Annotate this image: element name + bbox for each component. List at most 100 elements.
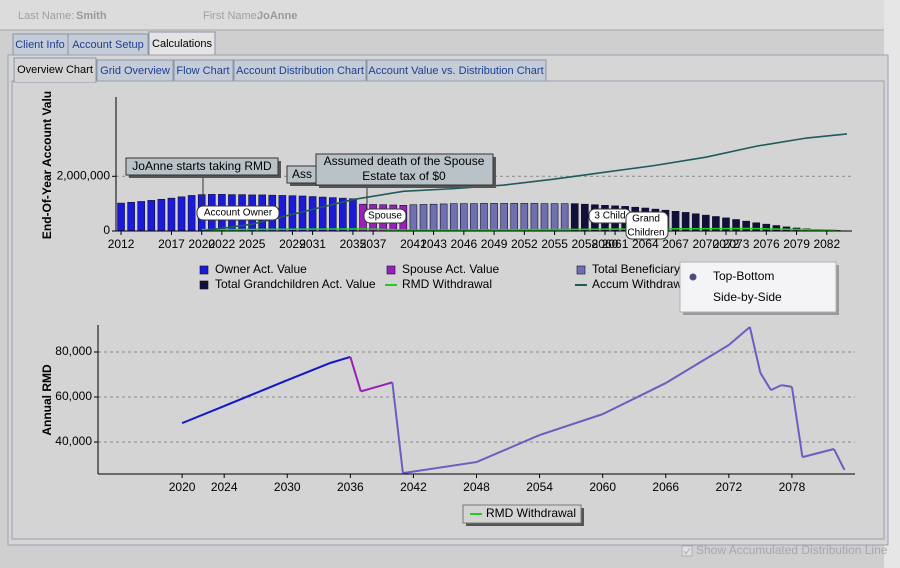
tab-label[interactable]: Calculations — [152, 38, 212, 50]
x-tick-label: 2046 — [450, 237, 477, 251]
subtab-label[interactable]: Account Distribution Chart — [236, 65, 364, 77]
legend-label: Accum Withdrawal — [592, 277, 691, 291]
bar — [752, 222, 761, 232]
y-tick-label: 2,000,000 — [57, 168, 111, 182]
subtab-label[interactable]: Grid Overview — [100, 65, 170, 77]
checkmark — [683, 547, 691, 555]
x-tick-label: 2022 — [209, 237, 236, 251]
y-tick-label: 60,000 — [55, 389, 92, 403]
first-name-label: First Name: — [203, 10, 260, 22]
line-segment — [286, 362, 330, 382]
bar — [167, 197, 176, 232]
x-tick-label: 2066 — [652, 480, 679, 494]
tab-active[interactable] — [148, 31, 216, 57]
annotation: Grand — [632, 214, 660, 225]
line-segment — [728, 326, 751, 346]
header-bar — [0, 0, 890, 30]
bar — [530, 203, 539, 232]
x-tick-label: 2030 — [274, 480, 301, 494]
legend-label: RMD Withdrawal — [402, 277, 492, 291]
subtab-label[interactable]: Overview Chart — [17, 64, 93, 76]
bar — [298, 195, 307, 232]
line-segment — [802, 448, 835, 459]
bar — [117, 202, 125, 232]
line-segment — [665, 344, 730, 384]
x-tick-label: 2024 — [211, 480, 238, 494]
radio-selected[interactable] — [689, 273, 697, 281]
bar — [308, 196, 317, 232]
subtab-label[interactable]: Account Value vs. Distribution Chart — [368, 65, 543, 77]
bar — [500, 203, 508, 232]
x-tick-label: 2073 — [723, 237, 750, 251]
bar — [127, 201, 135, 232]
bar — [349, 198, 357, 232]
x-tick-label: 2078 — [779, 480, 806, 494]
y-axis-title: Annual RMD — [40, 364, 54, 436]
x-tick-label: 2076 — [753, 237, 780, 251]
menu-item[interactable]: Side-by-Side — [713, 290, 782, 304]
line-segment — [476, 434, 540, 463]
checkbox-label[interactable]: Show Accumulated Distribution Line — [696, 543, 888, 557]
bar — [429, 203, 438, 232]
annotation: Ass — [292, 167, 312, 181]
annotation-pill — [363, 208, 407, 224]
bar — [147, 200, 156, 232]
annotation: Children — [627, 228, 664, 239]
annotation: JoAnne starts taking RMD — [132, 159, 272, 173]
bar — [278, 195, 287, 232]
bar — [540, 203, 549, 232]
y-tick-label: 80,000 — [55, 344, 92, 358]
x-tick-label: 2055 — [541, 237, 568, 251]
bar — [460, 203, 468, 232]
x-tick-label: 2052 — [511, 237, 538, 251]
x-tick-label: 2041 — [400, 237, 427, 251]
x-tick-label: 2060 — [592, 237, 619, 251]
x-tick-label: 2067 — [662, 237, 689, 251]
last-name: Smith — [76, 10, 107, 22]
x-tick-label: 2031 — [299, 237, 326, 251]
line-segment — [770, 384, 782, 391]
popup-menu — [679, 261, 837, 313]
x-tick-label: 2082 — [813, 237, 840, 251]
line-segment — [360, 381, 393, 393]
bar — [510, 203, 519, 232]
bar — [520, 203, 529, 232]
bar — [742, 220, 750, 232]
bar — [570, 203, 579, 232]
bar — [671, 211, 680, 232]
x-tick-label: 2025 — [239, 237, 266, 251]
bar — [137, 201, 146, 232]
tab-label[interactable]: Client Info — [15, 39, 65, 51]
annotation: Assumed death of the Spouse — [324, 154, 485, 168]
x-tick-label: 2017 — [158, 237, 185, 251]
line-segment — [759, 372, 772, 391]
x-tick-label: 2064 — [632, 237, 659, 251]
bar — [419, 204, 428, 232]
menu-item[interactable]: Top-Bottom — [713, 269, 774, 283]
x-tick-label: 2049 — [481, 237, 508, 251]
annotation: Estate tax of $0 — [362, 169, 446, 183]
annotation: Spouse — [368, 211, 402, 222]
annotation: Account Owner — [204, 208, 273, 219]
x-tick-label: 2058 — [571, 237, 598, 251]
legend-box — [462, 504, 582, 524]
annotation-box — [125, 157, 279, 176]
bar — [762, 223, 771, 232]
legend-swatch — [576, 265, 586, 275]
legend-swatch — [199, 280, 209, 290]
line-segment — [833, 448, 846, 471]
bar — [318, 196, 327, 232]
checkbox[interactable] — [681, 545, 693, 557]
legend-label: RMD Withdrawal — [486, 506, 576, 520]
bar — [157, 198, 166, 232]
first-name: JoAnne — [257, 10, 297, 22]
y-axis-title: End-Of-Year Account Valu — [40, 91, 54, 239]
subtab-label[interactable]: Flow Chart — [176, 65, 229, 77]
tab-label[interactable]: Account Setup — [72, 39, 144, 51]
x-tick-label: 2037 — [360, 237, 387, 251]
y-tick-label: 0 — [103, 223, 110, 237]
x-tick-label: 2042 — [400, 480, 427, 494]
bar — [409, 204, 418, 232]
line — [201, 227, 837, 232]
